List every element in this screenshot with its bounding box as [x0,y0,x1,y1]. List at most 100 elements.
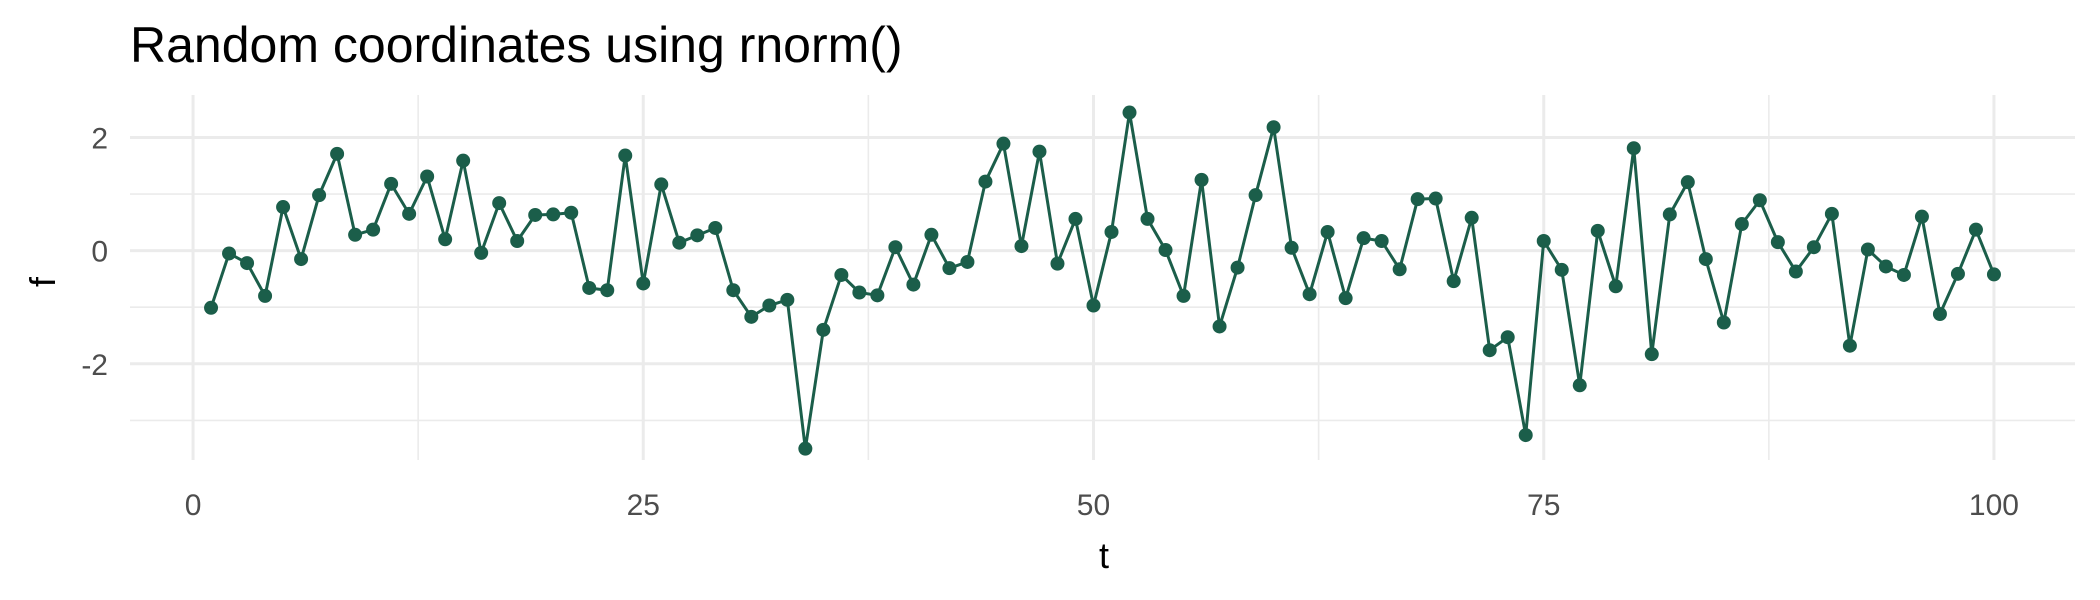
x-tick-label: 75 [1527,489,1560,522]
y-axis-title: f [22,276,63,287]
series-line [209,111,1996,451]
data-point [582,280,597,295]
data-point [240,256,255,271]
data-point [888,240,903,255]
data-point [816,322,831,337]
grid-minor-x [417,95,1770,460]
data-point [474,245,489,260]
data-point [1428,191,1443,206]
data-point [1266,120,1281,135]
data-point [402,206,417,221]
data-point [1536,234,1551,248]
data-point [1302,287,1317,302]
data-point [1500,330,1515,345]
data-point [1230,260,1245,275]
data-point [762,298,777,313]
data-point [1122,105,1137,120]
data-point [348,227,363,242]
data-point [744,309,759,324]
data-point [942,261,957,276]
data-point [1284,240,1299,255]
data-point [1896,267,1911,282]
data-point [528,207,543,222]
data-point [924,227,939,242]
data-point [1968,222,1983,237]
y-tick-label: 0 [91,236,108,269]
data-point [1932,307,1947,321]
data-point [978,174,993,189]
data-point [1158,243,1173,258]
data-point [564,205,579,220]
data-point [726,283,741,298]
data-point [1320,224,1335,239]
data-point [1662,207,1677,222]
data-point [1878,259,1893,274]
data-point [1986,267,2001,282]
data-point [1374,234,1389,248]
data-point [1842,338,1857,353]
data-point [1608,279,1623,294]
data-point [870,288,885,303]
data-point [1032,144,1047,159]
data-point [654,177,669,192]
data-point [996,136,1011,151]
data-point [1248,188,1263,203]
data-point [600,283,615,298]
x-axis-title: t [1099,535,1109,576]
data-point [834,267,849,282]
chart-title: Random coordinates using rnorm() [130,17,903,73]
y-tick-labels: -2 0 2 [81,122,108,381]
data-point [1734,217,1749,232]
data-point [222,246,237,261]
grid-major-y [130,135,2075,366]
y-tick-label: -2 [81,349,108,382]
x-tick-label: 50 [1077,489,1110,522]
data-point [510,234,525,248]
grid-major-x [191,95,1996,460]
data-point [1482,343,1497,358]
data-point [1212,319,1227,334]
x-tick-label: 0 [185,489,202,522]
data-point [780,292,795,307]
data-point [384,176,399,191]
data-point [1014,239,1029,254]
data-point [492,196,507,211]
data-point [1626,141,1641,156]
data-point [1104,224,1119,239]
data-point [456,153,471,168]
data-point [1068,211,1083,226]
x-tick-label: 25 [627,489,660,522]
data-point [276,200,291,215]
data-point [1752,193,1767,208]
data-point [1338,291,1353,306]
data-point [852,285,867,300]
data-point [366,222,381,237]
data-point [1824,206,1839,221]
x-tick-labels: 0 25 50 75 100 [185,489,2019,522]
data-point [420,169,435,184]
data-point [330,146,345,161]
data-point [672,235,687,250]
data-point [1140,211,1155,226]
data-point [1086,298,1101,313]
data-point [1644,347,1659,362]
data-point [960,254,975,269]
data-point [1446,274,1461,289]
data-point [294,252,309,267]
data-point [636,276,651,291]
data-point [1914,209,1929,224]
data-point [1410,192,1425,207]
data-point [1050,256,1065,271]
data-point [1698,252,1713,267]
data-point [1950,266,1965,281]
data-point [798,441,813,456]
data-point [690,228,705,243]
data-point [1572,378,1587,393]
series-layer [204,105,2001,456]
data-point [1680,175,1695,190]
data-point [258,288,273,303]
data-point [1356,231,1371,246]
data-point [1464,210,1479,225]
data-point [1770,235,1785,250]
